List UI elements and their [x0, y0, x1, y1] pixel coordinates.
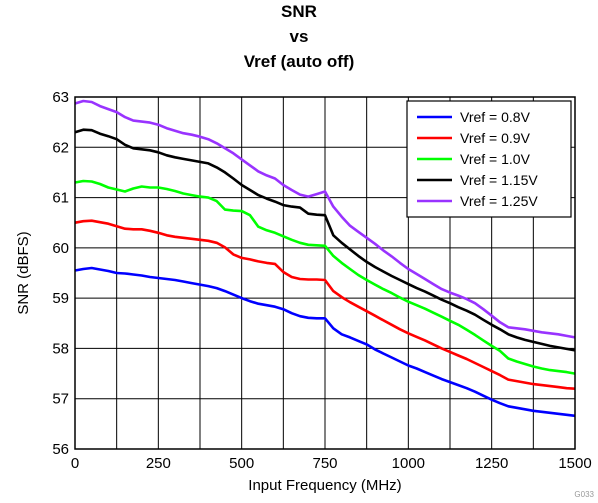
- x-tick-label: 1250: [475, 455, 508, 472]
- y-tick-label: 56: [52, 441, 69, 458]
- chart-title-line-1: SNR: [281, 2, 317, 21]
- x-tick-label: 1000: [392, 455, 425, 472]
- legend: Vref = 0.8V Vref = 0.9V Vref = 1.0V Vref = …: [406, 100, 572, 218]
- y-tick-label: 59: [52, 290, 69, 307]
- series-line: [74, 219, 576, 390]
- legend-entry-label: Vref = 0.8V: [460, 109, 531, 125]
- y-tick-label: 57: [52, 391, 69, 408]
- legend-entry-label: Vref = 1.15V: [460, 172, 538, 188]
- x-tick-label: 750: [312, 455, 337, 472]
- y-tick-label: 63: [52, 89, 69, 106]
- y-axis-label: SNR (dBFS): [15, 231, 32, 314]
- legend-entry-label: Vref = 1.0V: [460, 151, 531, 167]
- x-axis-label: Input Frequency (MHz): [248, 477, 401, 494]
- series-line: [74, 128, 576, 352]
- chart-title-line-3: Vref (auto off): [243, 52, 355, 71]
- y-tick-label: 60: [52, 240, 69, 257]
- y-tick-label: 58: [52, 340, 69, 357]
- y-tick-label: 61: [52, 190, 69, 207]
- legend-entry-label: Vref = 0.9V: [460, 130, 531, 146]
- series-lines: [74, 99, 576, 418]
- watermark-code: G033: [574, 490, 594, 499]
- series-line: [74, 99, 576, 339]
- legend-entry-label: Vref = 1.25V: [460, 193, 538, 209]
- x-tick-labels: 0 250 500 750 1000 1250 1500: [71, 455, 592, 472]
- plot-frame: [74, 96, 576, 450]
- y-tick-label: 62: [52, 139, 69, 156]
- series-line: [74, 266, 576, 418]
- chart-title-line-2: vs: [289, 27, 309, 46]
- x-tick-label: 0: [71, 455, 79, 472]
- series-line: [74, 179, 576, 375]
- x-tick-label: 250: [146, 455, 171, 472]
- x-tick-label: 500: [229, 455, 254, 472]
- y-tick-labels: 56 57 58 59 60 61 62 63: [52, 89, 69, 458]
- x-tick-label: 1500: [558, 455, 591, 472]
